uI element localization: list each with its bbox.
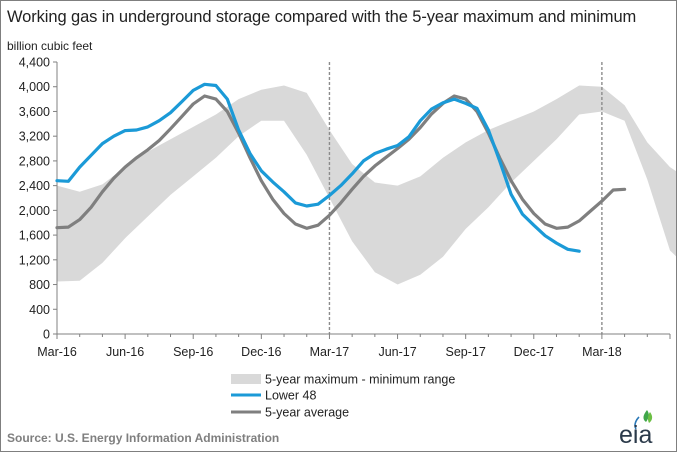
x-tick-label: Dec-17 — [514, 345, 554, 359]
x-tick-label: Jun-17 — [378, 345, 416, 359]
legend-swatch-band — [231, 374, 261, 384]
range-band — [57, 85, 676, 285]
legend-label: Lower 48 — [265, 389, 316, 403]
legend: 5-year maximum - minimum range Lower 48 5-… — [231, 373, 455, 420]
y-tick-label: 1,200 — [19, 253, 50, 267]
y-tick-label: 0 — [43, 328, 50, 342]
y-tick-label: 4,000 — [19, 80, 50, 94]
logo-arc-icon — [634, 416, 640, 430]
y-tick-label: 2,000 — [19, 204, 50, 218]
legend-label: 5-year maximum - minimum range — [265, 373, 455, 387]
x-tick-label: Jun-16 — [106, 345, 144, 359]
eia-logo: eia — [619, 410, 653, 447]
y-tick-label: 2,800 — [19, 154, 50, 168]
x-tick-label: Mar-18 — [582, 345, 622, 359]
y-tick-label: 3,200 — [19, 130, 50, 144]
range-band-layer — [57, 85, 676, 285]
y-tick-label: 400 — [29, 303, 50, 317]
logo-leaf-icon — [643, 410, 649, 422]
series-line-5-year-average — [55, 94, 627, 230]
vertical-marker-layer — [328, 62, 603, 334]
x-tick-label: Dec-16 — [241, 345, 281, 359]
logo-text: eia — [619, 421, 652, 447]
axis-layer: 4,400 4,000 3,600 3,200 2,800 2,400 2,000 1,600… — [19, 56, 671, 359]
y-tick-label: 2,400 — [19, 179, 50, 193]
x-tick-label: Sep-17 — [446, 345, 486, 359]
chart-title: Working gas in underground storage compa… — [7, 8, 637, 26]
x-tick-label: Mar-17 — [310, 345, 350, 359]
x-tick-label: Mar-16 — [37, 345, 77, 359]
y-tick-label: 4,400 — [19, 56, 50, 70]
y-axis-unit-label: billion cubic feet — [7, 39, 93, 53]
x-tick-label: Sep-16 — [173, 345, 213, 359]
series-line-lower-48 — [55, 82, 581, 253]
chart-plot: 4,400 4,000 3,600 3,200 2,800 2,400 2,000 1,600… — [19, 56, 676, 420]
y-tick-label: 3,600 — [19, 105, 50, 119]
legend-label: 5-year average — [265, 406, 349, 420]
series-line-layer — [55, 82, 627, 253]
logo-leaf-icon — [647, 412, 653, 423]
y-tick-label: 800 — [29, 278, 50, 292]
y-tick-label: 1,600 — [19, 229, 50, 243]
source-note: Source: U.S. Energy Information Administ… — [7, 431, 280, 445]
